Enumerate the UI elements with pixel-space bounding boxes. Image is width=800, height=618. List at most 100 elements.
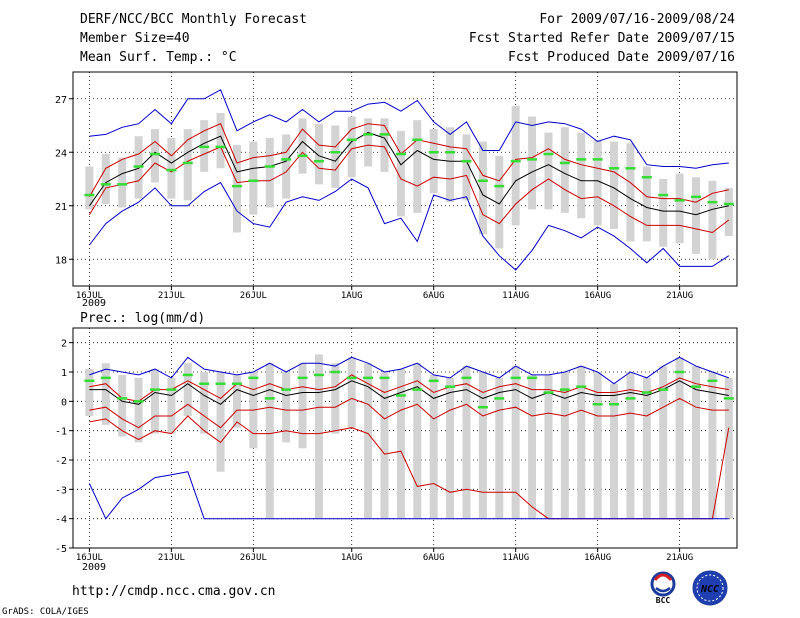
prec-spread-box bbox=[101, 363, 110, 425]
temp-y-tick-label: 21 bbox=[55, 202, 67, 213]
prec-spread-box bbox=[478, 372, 487, 519]
temp-x-tick-label: 6AUG bbox=[423, 291, 445, 301]
temp-series-mean bbox=[88, 132, 729, 216]
prec-x-tick-label: 16JUL bbox=[76, 553, 103, 563]
temp-spread-box bbox=[364, 118, 373, 167]
temp-spread-box bbox=[724, 187, 733, 237]
grads-credit: GrADS: COLA/IGES bbox=[2, 607, 89, 617]
temp-series-q75 bbox=[88, 123, 729, 203]
temp-spread-box bbox=[626, 143, 635, 242]
prec-spread-box bbox=[495, 377, 504, 519]
prec-series-mean bbox=[89, 380, 729, 405]
prec-spread-box bbox=[528, 374, 537, 519]
prec-spread-box bbox=[692, 366, 701, 519]
temp-x-tick-label: 1AUG bbox=[341, 291, 363, 301]
bcc-logo: BCC bbox=[650, 571, 676, 605]
temp-spread-box bbox=[150, 129, 159, 183]
prec-spread-box bbox=[429, 374, 438, 519]
prec-spread-box bbox=[216, 372, 225, 472]
temp-spread-box bbox=[249, 141, 258, 215]
prec-spread-box bbox=[577, 366, 586, 519]
prec-y-tick-label: 0 bbox=[61, 397, 67, 408]
footer-url: http://cmdp.ncc.cma.gov.cn bbox=[72, 584, 276, 599]
temp-spread-box bbox=[429, 129, 438, 194]
prec-series-absmin bbox=[88, 471, 729, 520]
prec-spread-box bbox=[134, 377, 143, 443]
prec-spread-box bbox=[167, 377, 176, 434]
variable-label: Mean Surf. Temp.: °C bbox=[80, 50, 237, 65]
temp-x-tick-label: 11AUG bbox=[502, 291, 529, 301]
prec-y-tick-label: 2 bbox=[61, 339, 67, 350]
temp-spread-box bbox=[118, 157, 127, 208]
temp-spread-box bbox=[659, 179, 668, 247]
temp-spread-box bbox=[347, 116, 356, 178]
prec-spread-box bbox=[396, 369, 405, 519]
temp-spread-box bbox=[495, 155, 504, 249]
temp-spread-box bbox=[446, 127, 455, 203]
precip-year-label: 2009 bbox=[82, 562, 106, 573]
prec-y-tick-label: -2 bbox=[55, 456, 67, 467]
temp-spread-box bbox=[593, 139, 602, 226]
prec-spread-box bbox=[560, 372, 569, 519]
temp-x-tick-label: 16JUL bbox=[76, 291, 103, 301]
prec-x-tick-label: 21JUL bbox=[158, 553, 185, 563]
temp-series-max bbox=[89, 178, 730, 271]
prec-spread-box bbox=[544, 374, 553, 519]
prec-spread-box bbox=[347, 357, 356, 428]
prec-spread-box bbox=[85, 369, 94, 416]
temp-spread-box bbox=[183, 129, 192, 201]
prec-y-tick-label: -1 bbox=[55, 427, 67, 438]
prec-x-tick-label: 11AUG bbox=[502, 553, 529, 563]
temperature-panel: 18 21 24 27 16JUL 21JUL 26JUL 1AUG 6AUG 11AUG 16AU… bbox=[55, 71, 738, 301]
temp-spread-box bbox=[85, 166, 94, 210]
temp-spread-box bbox=[642, 166, 651, 242]
member-size-label: Member Size=40 bbox=[80, 31, 190, 46]
temp-spread-box bbox=[396, 130, 405, 217]
refer-date-label: Fcst Started Refer Date 2009/07/15 bbox=[469, 31, 735, 46]
temp-spread-box bbox=[331, 125, 340, 188]
prec-spread-box bbox=[200, 372, 209, 434]
temp-spread-box bbox=[282, 134, 291, 199]
temp-spread-box bbox=[610, 141, 619, 229]
prec-y-tick-label: -5 bbox=[55, 544, 67, 555]
prec-spread-box bbox=[642, 377, 651, 519]
prec-spread-box bbox=[118, 374, 127, 437]
precipitation-panel: -5 -4 -3 -2 -1 0 1 2 16JUL 21JUL 26JUL 1AUG 6AUG 11AU… bbox=[55, 327, 738, 563]
prec-spread-box bbox=[232, 374, 241, 428]
temp-spread-box bbox=[216, 113, 225, 169]
temp-spread-box bbox=[413, 120, 422, 213]
prec-spread-box bbox=[183, 363, 192, 416]
prec-spread-box bbox=[626, 372, 635, 519]
temp-x-tick-label: 26JUL bbox=[240, 291, 267, 301]
prec-spread-box bbox=[331, 363, 340, 434]
temp-spread-box bbox=[265, 137, 274, 208]
prec-spread-box bbox=[446, 377, 455, 519]
temp-spread-box bbox=[708, 180, 717, 260]
prec-y-tick-label: -4 bbox=[55, 515, 67, 526]
prec-y-tick-label: -3 bbox=[55, 485, 67, 496]
prec-x-tick-label: 6AUG bbox=[423, 553, 445, 563]
temp-spread-box bbox=[101, 154, 110, 204]
temp-spread-box bbox=[692, 177, 701, 254]
prec-series-max bbox=[89, 356, 729, 385]
prec-spread-box bbox=[724, 377, 733, 519]
temp-spread-box bbox=[298, 118, 307, 174]
temp-spread-box bbox=[560, 127, 569, 213]
temp-series-q25 bbox=[88, 144, 730, 234]
ncc-logo: NCC bbox=[692, 570, 728, 606]
temp-spread-box bbox=[167, 137, 176, 199]
prec-spread-box bbox=[593, 372, 602, 519]
prec-plot-frame bbox=[72, 327, 738, 549]
prec-spread-box bbox=[462, 366, 471, 519]
temp-series-min bbox=[89, 89, 729, 169]
prec-spread-box bbox=[708, 372, 717, 519]
temp-plot-frame bbox=[72, 71, 738, 287]
temp-y-tick-label: 27 bbox=[55, 95, 67, 106]
prec-spread-box bbox=[659, 366, 668, 519]
chart-title: DERF/NCC/BCC Monthly Forecast bbox=[80, 12, 307, 27]
prec-series-q25 bbox=[89, 397, 729, 429]
prec-spread-box bbox=[150, 369, 159, 434]
temp-spread-box bbox=[232, 145, 241, 233]
